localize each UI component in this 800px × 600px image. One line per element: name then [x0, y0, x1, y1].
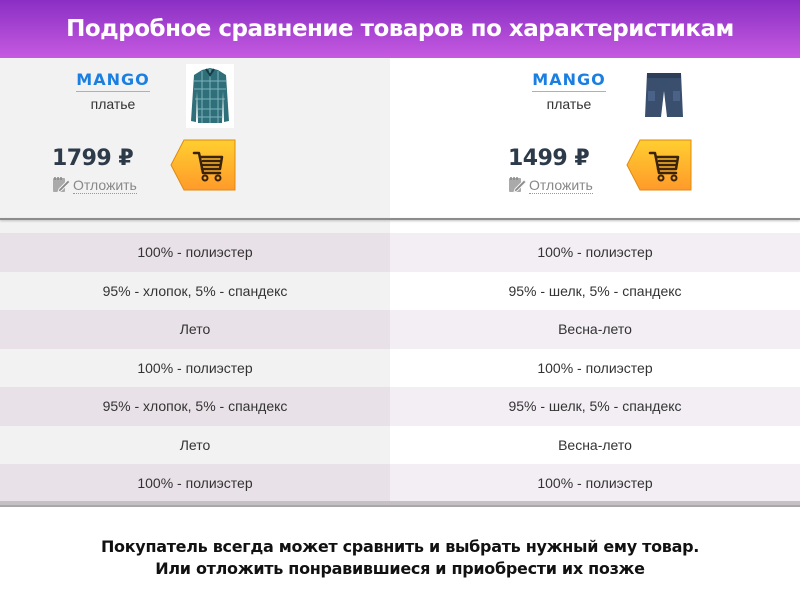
cell-product-1: Лето [0, 310, 390, 349]
table-row: 95% - хлопок, 5% - спандекс 95% - шелк, 5… [0, 271, 800, 311]
add-to-cart-button[interactable] [626, 139, 692, 191]
defer-button[interactable]: Отложить [508, 175, 593, 196]
cart-icon [626, 139, 692, 195]
product-image[interactable] [186, 64, 234, 128]
product-card: MANGO платье 1799 ₽ Отложить [0, 58, 800, 218]
defer-label: Отложить [529, 177, 593, 194]
table-row: 100% - полиэстер 100% - полиэстер [0, 348, 800, 388]
cell-product-2: Весна-лето [390, 425, 800, 465]
table-row: 95% - хлопок, 5% - спандекс 95% - шелк, 5… [0, 387, 800, 426]
add-to-cart-button[interactable] [170, 139, 236, 191]
defer-button[interactable]: Отложить [52, 175, 137, 196]
cart-icon [170, 139, 236, 195]
footer-line-1: Покупатель всегда может сравнить и выбра… [100, 537, 700, 556]
cell-product-1: 100% - полиэстер [0, 233, 390, 272]
notepad-icon [52, 175, 71, 196]
table-row: 100% - полиэстер 100% - полиэстер [0, 464, 800, 503]
product-type: платье [546, 96, 592, 112]
brand-logo[interactable]: MANGO [514, 70, 624, 92]
product-image[interactable] [640, 64, 688, 128]
footer-text: Покупатель всегда может сравнить и выбра… [0, 536, 800, 580]
table-row: 100% - полиэстер 100% - полиэстер [0, 233, 800, 272]
table-row: Лето Весна-лето [0, 310, 800, 349]
cell-product-2: Весна-лето [390, 310, 800, 349]
cell-product-1: 100% - полиэстер [0, 348, 390, 388]
product-price: 1799 ₽ [52, 146, 134, 171]
cell-product-2: 100% - полиэстер [390, 464, 800, 503]
divider [0, 218, 800, 220]
footer-line-2: Или отложить понравившиеся и приобрести … [155, 559, 645, 578]
product-price: 1499 ₽ [508, 146, 590, 171]
cell-product-2: 95% - шелк, 5% - спандекс [390, 271, 800, 311]
cell-product-1: 100% - полиэстер [0, 464, 390, 503]
product-type: платье [90, 96, 136, 112]
cell-product-1: Лето [0, 425, 390, 465]
cell-product-2: 100% - полиэстер [390, 233, 800, 272]
cell-product-2: 100% - полиэстер [390, 348, 800, 388]
cell-product-1: 95% - хлопок, 5% - спандекс [0, 387, 390, 426]
notepad-icon [508, 175, 527, 196]
product-card: MANGO платье 1499 ₽ Отложить [0, 58, 800, 218]
cell-product-2: 95% - шелк, 5% - спандекс [390, 387, 800, 426]
brand-logo[interactable]: MANGO [58, 70, 168, 92]
page-title: Подробное сравнение товаров по характери… [0, 0, 800, 58]
table-bottom-band [0, 501, 800, 507]
cell-product-1: 95% - хлопок, 5% - спандекс [0, 271, 390, 311]
defer-label: Отложить [73, 177, 137, 194]
table-row: Лето Весна-лето [0, 425, 800, 465]
